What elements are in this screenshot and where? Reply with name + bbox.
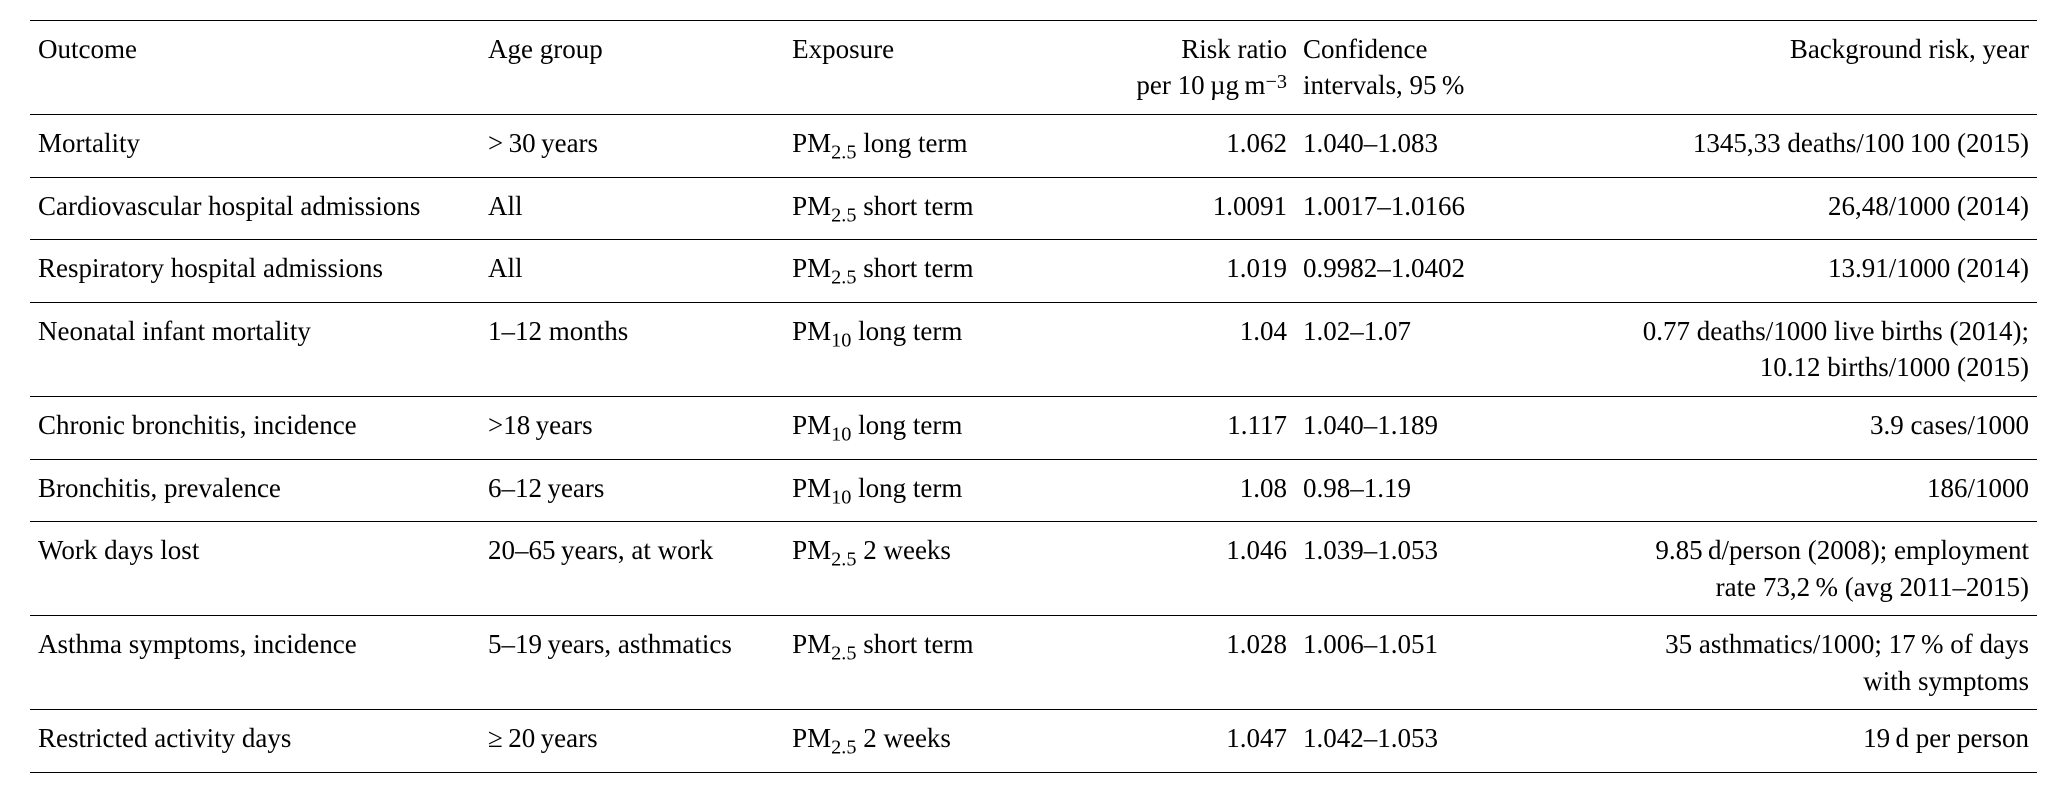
table-header-row: Outcome Age group Exposure Risk ratio pe… xyxy=(30,21,2037,115)
cell-background: 0.77 deaths/1000 live births (2014); 10.1… xyxy=(1514,303,2037,397)
table-row: Asthma symptoms, incidence5–19 years, as… xyxy=(30,616,2037,710)
cell-background-line1: 0.77 deaths/1000 live births (2014); xyxy=(1643,316,2029,346)
cell-exposure: PM2.5 short term xyxy=(784,240,1076,303)
cell-ci: 1.039–1.053 xyxy=(1295,522,1514,616)
cell-background: 13.91/1000 (2014) xyxy=(1514,240,2037,303)
cell-background: 26,48/1000 (2014) xyxy=(1514,177,2037,240)
cell-age-group: > 30 years xyxy=(480,114,784,177)
cell-ci: 0.9982–1.0402 xyxy=(1295,240,1514,303)
table-row: Cardiovascular hospital admissionsAllPM2… xyxy=(30,177,2037,240)
cell-risk-ratio: 1.04 xyxy=(1076,303,1295,397)
cell-age-group: All xyxy=(480,240,784,303)
cell-age-group: All xyxy=(480,177,784,240)
cell-outcome: Mortality xyxy=(30,114,480,177)
cell-outcome: Asthma symptoms, incidence xyxy=(30,616,480,710)
cell-age-group: 6–12 years xyxy=(480,459,784,522)
cell-ci: 1.040–1.083 xyxy=(1295,114,1514,177)
cell-background: 35 asthmatics/1000; 17 % of days with sym… xyxy=(1514,616,2037,710)
cell-ci: 1.0017–1.0166 xyxy=(1295,177,1514,240)
cell-background-line2: rate 73,2 % (avg 2011–2015) xyxy=(1716,572,2029,602)
cell-exposure: PM2.5 long term xyxy=(784,114,1076,177)
cell-outcome: Respiratory hospital admissions xyxy=(30,240,480,303)
cell-exposure: PM2.5 short term xyxy=(784,616,1076,710)
cell-outcome: Restricted activity days xyxy=(30,710,480,773)
cell-risk-ratio: 1.08 xyxy=(1076,459,1295,522)
col-header-background: Background risk, year xyxy=(1514,21,2037,115)
table-row: Respiratory hospital admissionsAllPM2.5 … xyxy=(30,240,2037,303)
table-row: Chronic bronchitis, incidence>18 yearsPM… xyxy=(30,396,2037,459)
cell-background: 9.85 d/person (2008); employment rate 73,… xyxy=(1514,522,2037,616)
cell-exposure: PM2.5 2 weeks xyxy=(784,710,1076,773)
cell-risk-ratio: 1.062 xyxy=(1076,114,1295,177)
cell-age-group: 20–65 years, at work xyxy=(480,522,784,616)
col-header-age-group: Age group xyxy=(480,21,784,115)
cell-ci: 1.02–1.07 xyxy=(1295,303,1514,397)
cell-risk-ratio: 1.028 xyxy=(1076,616,1295,710)
health-outcomes-table-container: Outcome Age group Exposure Risk ratio pe… xyxy=(0,0,2067,793)
cell-background-line2: 10.12 births/1000 (2015) xyxy=(1760,352,2029,382)
cell-risk-ratio: 1.046 xyxy=(1076,522,1295,616)
cell-background: 186/1000 xyxy=(1514,459,2037,522)
col-header-risk-ratio: Risk ratio per 10 µg m−3 xyxy=(1076,21,1295,115)
cell-background-line2: with symptoms xyxy=(1863,666,2029,696)
col-header-risk-ratio-line1: Risk ratio xyxy=(1181,34,1287,64)
cell-outcome: Bronchitis, prevalence xyxy=(30,459,480,522)
cell-outcome: Chronic bronchitis, incidence xyxy=(30,396,480,459)
cell-risk-ratio: 1.047 xyxy=(1076,710,1295,773)
cell-background: 1345,33 deaths/100 100 (2015) xyxy=(1514,114,2037,177)
table-body: Mortality> 30 yearsPM2.5 long term1.0621… xyxy=(30,114,2037,772)
col-header-exposure: Exposure xyxy=(784,21,1076,115)
cell-risk-ratio: 1.019 xyxy=(1076,240,1295,303)
cell-exposure: PM10 long term xyxy=(784,459,1076,522)
table-row: Mortality> 30 yearsPM2.5 long term1.0621… xyxy=(30,114,2037,177)
health-outcomes-table: Outcome Age group Exposure Risk ratio pe… xyxy=(30,20,2037,773)
cell-background: 3.9 cases/1000 xyxy=(1514,396,2037,459)
table-row: Bronchitis, prevalence6–12 yearsPM10 lon… xyxy=(30,459,2037,522)
cell-exposure: PM10 long term xyxy=(784,303,1076,397)
cell-exposure: PM10 long term xyxy=(784,396,1076,459)
cell-ci: 1.042–1.053 xyxy=(1295,710,1514,773)
cell-outcome: Work days lost xyxy=(30,522,480,616)
cell-age-group: ≥ 20 years xyxy=(480,710,784,773)
table-row: Restricted activity days≥ 20 yearsPM2.5 … xyxy=(30,710,2037,773)
table-row: Work days lost20–65 years, at workPM2.5 … xyxy=(30,522,2037,616)
cell-risk-ratio: 1.0091 xyxy=(1076,177,1295,240)
col-header-ci: Confidence intervals, 95 % xyxy=(1295,21,1514,115)
cell-ci: 1.040–1.189 xyxy=(1295,396,1514,459)
cell-exposure: PM2.5 2 weeks xyxy=(784,522,1076,616)
col-header-ci-line1: Confidence xyxy=(1303,34,1427,64)
cell-age-group: 1–12 months xyxy=(480,303,784,397)
cell-background-line1: 9.85 d/person (2008); employment xyxy=(1655,535,2029,565)
cell-risk-ratio: 1.117 xyxy=(1076,396,1295,459)
col-header-risk-ratio-line2: per 10 µg m−3 xyxy=(1136,70,1287,100)
cell-exposure: PM2.5 short term xyxy=(784,177,1076,240)
table-row: Neonatal infant mortality1–12 monthsPM10… xyxy=(30,303,2037,397)
cell-background: 19 d per person xyxy=(1514,710,2037,773)
cell-ci: 1.006–1.051 xyxy=(1295,616,1514,710)
cell-outcome: Neonatal infant mortality xyxy=(30,303,480,397)
col-header-ci-line2: intervals, 95 % xyxy=(1303,70,1464,100)
cell-outcome: Cardiovascular hospital admissions xyxy=(30,177,480,240)
cell-ci: 0.98–1.19 xyxy=(1295,459,1514,522)
cell-background-line1: 35 asthmatics/1000; 17 % of days xyxy=(1665,629,2029,659)
cell-age-group: 5–19 years, asthmatics xyxy=(480,616,784,710)
cell-age-group: >18 years xyxy=(480,396,784,459)
col-header-outcome: Outcome xyxy=(30,21,480,115)
